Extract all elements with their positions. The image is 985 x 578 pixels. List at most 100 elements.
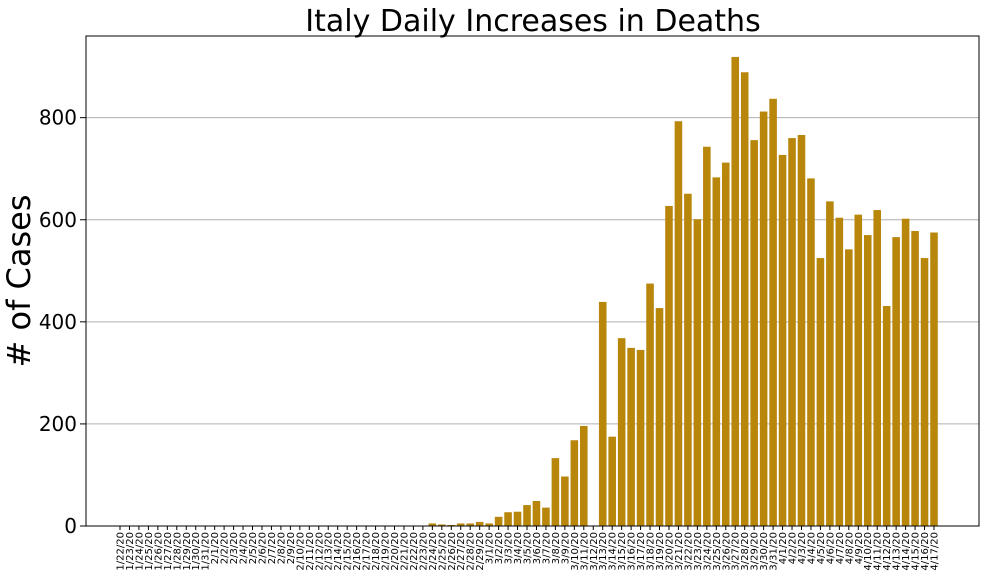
y-tick-label: 200 — [39, 412, 77, 436]
y-tick-label: 800 — [39, 106, 77, 130]
bar — [485, 523, 493, 526]
y-ticks: 0 200 400 600 800 — [39, 106, 86, 538]
x-tick-label: 3/18/20 — [646, 532, 657, 571]
x-tick-label: 2/1/20 — [210, 532, 221, 564]
bar — [523, 505, 531, 526]
x-tick-label: 2/20/20 — [390, 532, 401, 571]
x-tick-label: 2/7/20 — [267, 532, 278, 564]
x-tick-label: 4/1/20 — [778, 532, 789, 564]
x-tick-label: 3/28/20 — [740, 532, 751, 571]
x-tick-label: 4/4/20 — [806, 532, 817, 564]
bar — [428, 523, 437, 526]
x-tick-label: 4/7/20 — [835, 532, 846, 564]
x-tick-label: 3/25/20 — [712, 532, 723, 571]
bar — [475, 521, 484, 526]
x-tick-label: 4/8/20 — [844, 532, 855, 564]
bar — [598, 301, 607, 526]
bar — [845, 249, 853, 526]
x-tick-label: 3/6/20 — [532, 532, 543, 564]
bar — [873, 210, 881, 527]
x-tick-label: 4/15/20 — [911, 532, 922, 571]
bar — [835, 217, 844, 527]
x-tick-label: 4/5/20 — [816, 532, 827, 564]
bar — [901, 218, 910, 526]
x-tick-label: 3/5/20 — [523, 532, 534, 564]
x-tick-label: 4/13/20 — [892, 532, 903, 571]
x-tick-label: 4/3/20 — [797, 532, 808, 564]
x-tick-label: 4/9/20 — [854, 532, 865, 564]
bar — [580, 425, 588, 526]
bar — [466, 523, 474, 526]
bar — [721, 162, 730, 527]
y-tick-label: 600 — [39, 208, 77, 232]
x-tick-label: 1/30/20 — [191, 532, 202, 571]
bar — [807, 178, 815, 526]
x-tick-label: 3/15/20 — [617, 532, 628, 571]
bar — [816, 258, 825, 526]
x-tick-label: 3/23/20 — [693, 532, 704, 571]
x-tick-label: 3/21/20 — [674, 532, 685, 571]
x-tick-label: 3/16/20 — [627, 532, 638, 571]
bar — [854, 214, 863, 527]
bar — [665, 205, 673, 526]
bar — [561, 476, 569, 526]
bar — [504, 512, 512, 526]
bar — [674, 121, 683, 526]
bar — [769, 98, 777, 526]
x-tick-label: 3/27/20 — [731, 532, 742, 571]
bar — [532, 500, 541, 526]
x-tick-label: 3/26/20 — [721, 532, 732, 571]
x-tick-label: 3/31/20 — [769, 532, 780, 571]
x-tick-label: 2/2/20 — [220, 532, 231, 564]
x-tick-label: 3/11/20 — [579, 532, 590, 571]
x-tick-label: 2/18/20 — [371, 532, 382, 571]
x-tick-label: 3/3/20 — [504, 532, 515, 564]
bar — [513, 511, 522, 526]
x-tick-label: 3/12/20 — [589, 532, 600, 571]
bar — [826, 201, 834, 526]
x-tick-label: 3/22/20 — [683, 532, 694, 571]
x-tick-label: 4/6/20 — [825, 532, 836, 564]
bar — [778, 154, 787, 527]
bar — [494, 516, 503, 526]
x-tick-label: 2/17/20 — [362, 532, 373, 571]
bar — [456, 523, 465, 526]
x-tick-label: 2/6/20 — [257, 532, 268, 564]
x-tick-label: 2/8/20 — [276, 532, 287, 564]
bar — [930, 232, 938, 526]
bar — [542, 507, 550, 526]
x-tick-label: 2/24/20 — [428, 532, 439, 571]
bar — [636, 349, 645, 526]
x-tick-label: 2/15/20 — [343, 532, 354, 571]
x-tick-label: 4/14/20 — [901, 532, 912, 571]
x-tick-label: 1/29/20 — [182, 532, 193, 571]
x-tick-label: 3/7/20 — [541, 532, 552, 564]
x-tick-label: 3/17/20 — [636, 532, 647, 571]
x-tick-label: 2/28/20 — [466, 532, 477, 571]
x-tick-label: 2/14/20 — [333, 532, 344, 571]
bar — [920, 258, 929, 526]
x-tick-label: 2/5/20 — [248, 532, 259, 564]
x-tick-label: 1/24/20 — [134, 532, 145, 571]
bar — [551, 458, 560, 526]
x-tick-label: 3/24/20 — [702, 532, 713, 571]
x-tick-label: 3/8/20 — [551, 532, 562, 564]
x-tick-label: 2/11/20 — [305, 532, 316, 571]
x-tick-label: 2/16/20 — [352, 532, 363, 571]
bar — [797, 135, 806, 527]
bar — [684, 193, 692, 526]
x-tick-label: 1/28/20 — [172, 532, 183, 571]
bar — [892, 237, 900, 526]
bar — [447, 524, 456, 526]
bar — [911, 230, 919, 526]
bar — [750, 140, 758, 526]
bar — [608, 436, 616, 526]
x-tick-label: 1/27/20 — [163, 532, 174, 571]
x-tick-label: 4/12/20 — [882, 532, 893, 571]
x-tick-label: 3/2/20 — [494, 532, 505, 564]
x-tick-label: 3/13/20 — [598, 532, 609, 571]
bar — [438, 524, 446, 526]
bar — [655, 308, 664, 526]
x-tick-label: 3/19/20 — [655, 532, 666, 571]
